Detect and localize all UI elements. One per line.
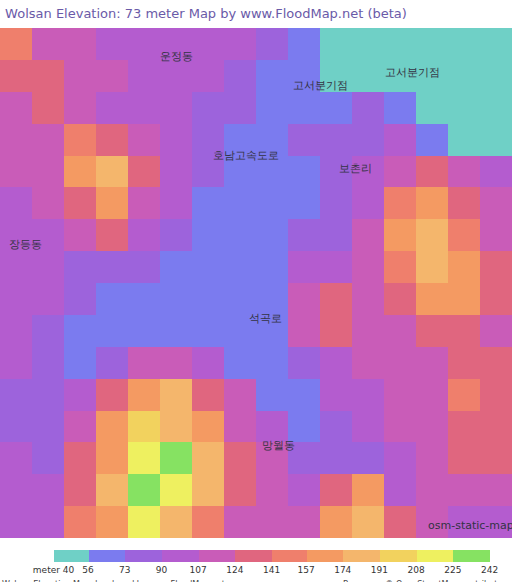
svg-text:보촌리: 보촌리 — [339, 162, 372, 175]
svg-text:Base map © OpenStreetMap contr: Base map © OpenStreetMap contributors — [343, 580, 510, 582]
svg-text:meter 40: meter 40 — [33, 565, 75, 575]
svg-text:운정동: 운정동 — [160, 50, 193, 63]
svg-text:장등동: 장등동 — [9, 238, 42, 251]
svg-text:191: 191 — [371, 565, 388, 575]
svg-text:망월동: 망월동 — [262, 439, 295, 452]
svg-text:141: 141 — [263, 565, 280, 575]
svg-text:73: 73 — [119, 565, 130, 575]
svg-text:석곡로: 석곡로 — [249, 312, 282, 325]
svg-text:고서분기점: 고서분기점 — [293, 79, 348, 92]
svg-text:osm-static-maps: osm-static-maps — [428, 519, 512, 532]
svg-text:208: 208 — [408, 565, 425, 575]
svg-text:124: 124 — [226, 565, 243, 575]
svg-text:호남고속도로: 호남고속도로 — [213, 149, 279, 162]
svg-text:Wolsan Elevation: 73 meter Map: Wolsan Elevation: 73 meter Map by www.Fl… — [5, 6, 407, 21]
svg-text:고서분기점: 고서분기점 — [385, 66, 440, 79]
svg-text:157: 157 — [297, 565, 314, 575]
svg-text:225: 225 — [444, 565, 461, 575]
svg-text:90: 90 — [156, 565, 168, 575]
svg-text:242: 242 — [481, 565, 498, 575]
svg-text:Wolsan Elevation Map developed: Wolsan Elevation Map developed by www.Fl… — [2, 580, 225, 582]
svg-text:174: 174 — [334, 565, 351, 575]
svg-text:107: 107 — [190, 565, 207, 575]
svg-text:56: 56 — [82, 565, 94, 575]
